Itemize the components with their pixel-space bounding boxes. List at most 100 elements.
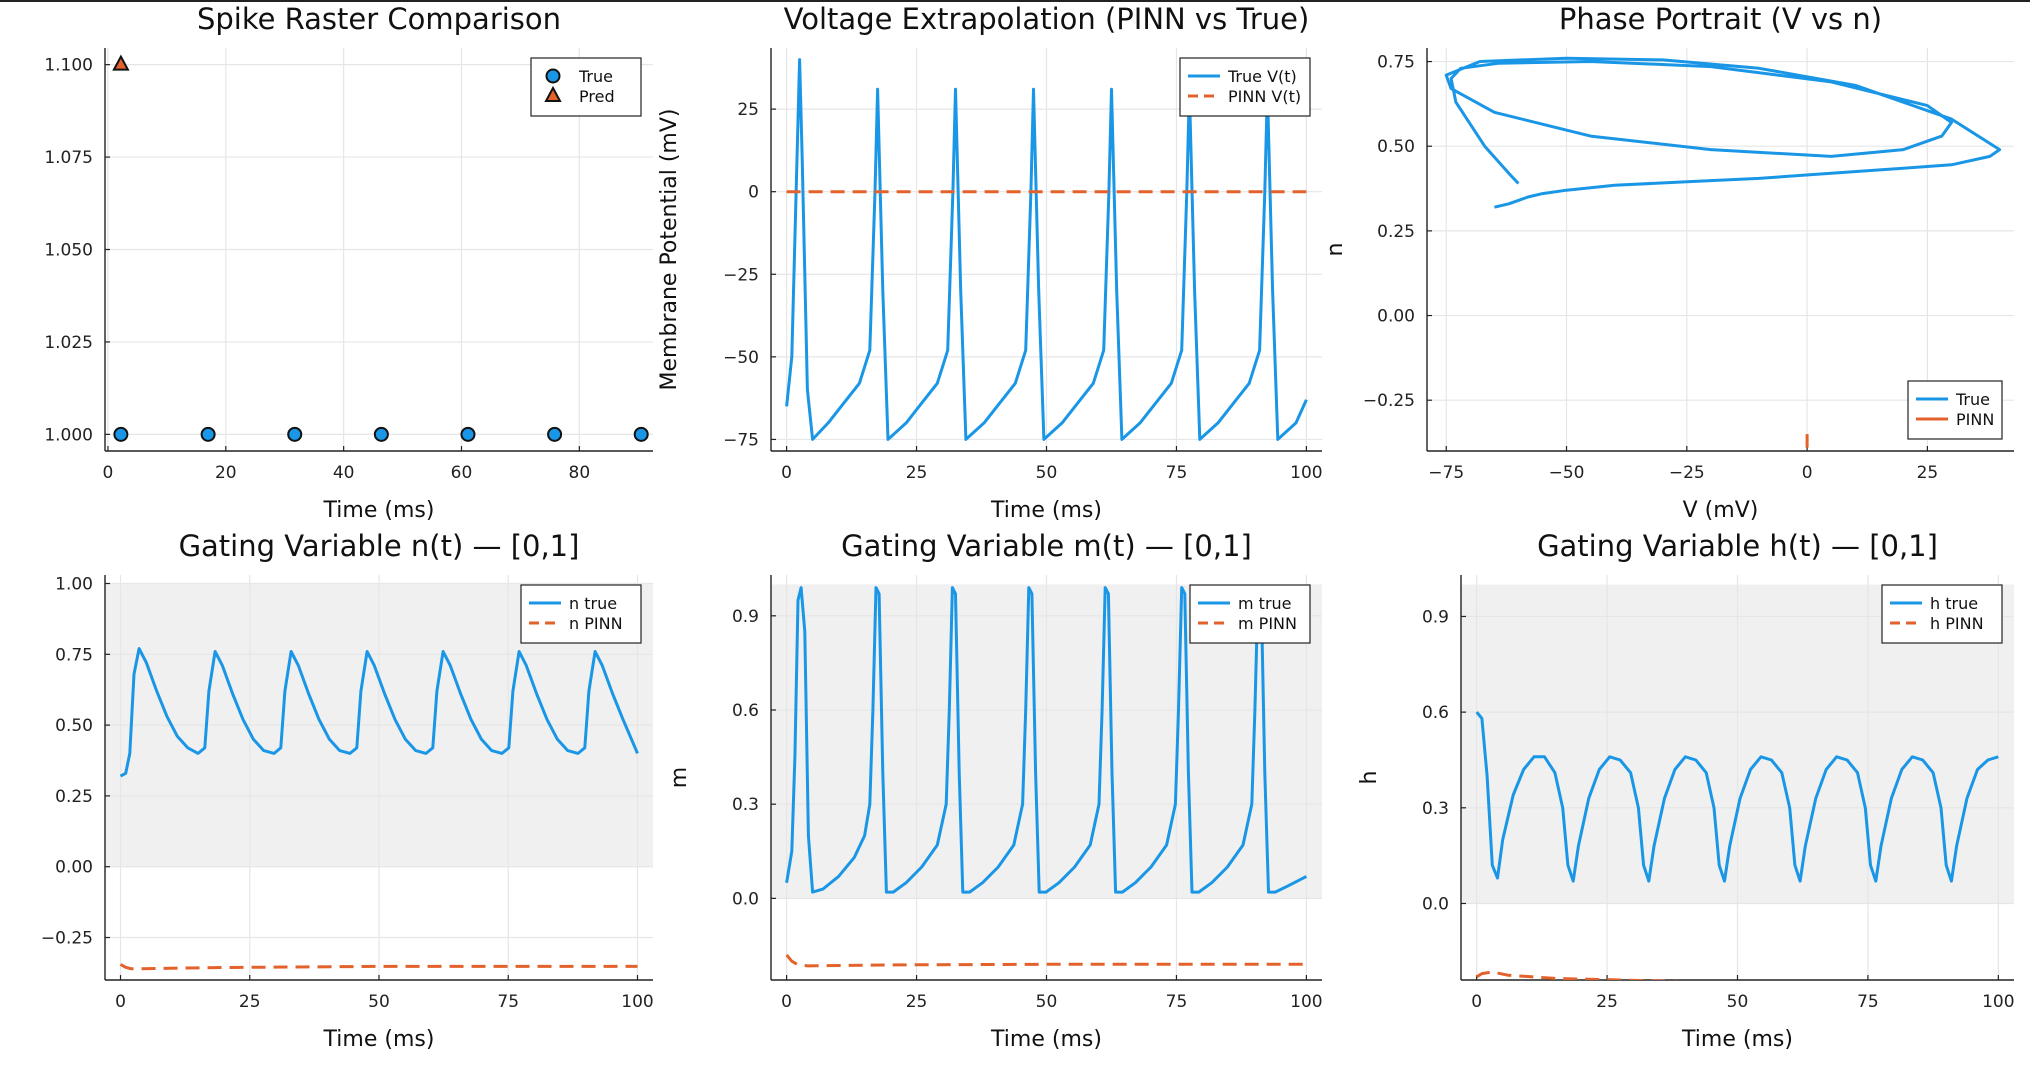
gate_n-legend-label: n true (569, 594, 617, 613)
gate_m-xtick-label: 100 (1290, 992, 1322, 1012)
phase-ytick-label: 0.50 (1377, 137, 1415, 157)
gate_n-series-1-line (119, 963, 638, 971)
gate_m-y-label: m (667, 767, 692, 788)
gate_h-xtick-label: 100 (1982, 992, 2014, 1012)
raster-true-spike-point (200, 426, 216, 442)
gate_n-title: Gating Variable n(t) — [0,1] (179, 529, 580, 563)
phase-legend-label: True (1955, 390, 1990, 409)
phase-xtick-label: −50 (1549, 463, 1585, 483)
gate_m-ytick-label: 0.9 (732, 607, 759, 627)
gate_n-ytick-label: 0.50 (55, 716, 93, 736)
voltage-xtick-label: 0 (781, 463, 792, 483)
gate_h-series-1-line (1475, 970, 1682, 980)
raster-legend-marker (544, 85, 562, 102)
raster-true-spike-point (373, 426, 389, 442)
gate_n-xtick-label: 25 (239, 992, 261, 1012)
voltage-series-0-line (785, 58, 1308, 441)
raster-xtick-label: 0 (103, 463, 114, 483)
phase-ytick-label: 0.00 (1377, 307, 1415, 327)
raster-ytick-label: 1.000 (44, 425, 93, 445)
raster-pred-spike-point (112, 54, 130, 71)
phase-ytick-label: −0.25 (1363, 391, 1415, 411)
gate_h-series-0-line (1475, 711, 1999, 883)
gate_n-ytick-label: 1.00 (55, 574, 93, 594)
gate_m-legend-box (1189, 584, 1311, 644)
voltage-legend-box (1179, 57, 1311, 117)
gate_m-title: Gating Variable m(t) — [0,1] (841, 529, 1252, 563)
gate_h-legend-label: h PINN (1930, 614, 1984, 633)
voltage-xtick-label: 100 (1290, 463, 1322, 483)
phase-series-0-line (1444, 56, 2002, 209)
raster-xtick-label: 20 (215, 463, 237, 483)
gate_h-y-label: h (1357, 771, 1382, 785)
gate_m-legend-label: m true (1238, 594, 1292, 613)
voltage-series-group (785, 58, 1308, 441)
voltage-y-label: Membrane Potential (mV) (657, 109, 682, 391)
voltage-xtick-label: 75 (1166, 463, 1188, 483)
gate_h-ytick-label: 0.6 (1422, 703, 1449, 723)
gate_n-legend-label: n PINN (569, 614, 623, 633)
phase-ytick-label: 0.25 (1377, 222, 1415, 242)
voltage-legend-label: PINN V(t) (1228, 87, 1301, 106)
gate_m-series-0-line (785, 586, 1308, 894)
gate_n-x-label: Time (ms) (323, 1027, 435, 1052)
gate_m-xtick-label: 50 (1036, 992, 1058, 1012)
gate_h-ytick-label: 0.0 (1422, 894, 1449, 914)
phase-xtick-label: 0 (1802, 463, 1813, 483)
voltage-legend-label: True V(t) (1227, 67, 1297, 86)
raster-panel: 0 20 40 60 80 1.000 1.025 1.050 1.075 1.100 Spike … (44, 2, 653, 523)
voltage-title: Voltage Extrapolation (PINN vs True) (784, 2, 1310, 36)
gate_m-series-group (785, 586, 1308, 968)
gate_m-ytick-label: 0.3 (732, 795, 759, 815)
phase-xtick-label: −75 (1428, 463, 1464, 483)
gate_n-xtick-label: 0 (115, 992, 126, 1012)
gate_m-ytick-label: 0.0 (732, 889, 759, 909)
raster-legend-marker (545, 68, 561, 84)
voltage-ytick-label: 25 (737, 100, 759, 120)
gate_h-title: Gating Variable h(t) — [0,1] (1537, 529, 1938, 563)
raster-title: Spike Raster Comparison (197, 2, 561, 36)
gate_m-xtick-label: 75 (1166, 992, 1188, 1012)
phase-title: Phase Portrait (V vs n) (1559, 2, 1882, 36)
voltage-xtick-label: 25 (906, 463, 928, 483)
raster-ytick-label: 1.025 (44, 333, 93, 353)
voltage-panel: 0 25 50 75 100 −75 −50 −25 0 25 Voltage Extrapolat… (657, 2, 1323, 523)
voltage-legend: True V(t)PINN V(t) (1179, 57, 1311, 117)
gate_h-ytick-label: 0.3 (1422, 799, 1449, 819)
phase-ytick-label: 0.75 (1377, 53, 1415, 73)
phase-legend-label: PINN (1956, 410, 1994, 429)
gate_h-x-label: Time (ms) (1681, 1027, 1793, 1052)
gate_n-ytick-label: 0.00 (55, 858, 93, 878)
raster-legend-label: Pred (579, 87, 615, 106)
voltage-x-label: Time (ms) (990, 498, 1102, 523)
phase-panel: −75 −50 −25 0 25 −0.25 0.00 0.25 0.50 0.75 Phase P… (1323, 2, 2014, 523)
gate_n-xtick-label: 100 (621, 992, 653, 1012)
gate_n-ytick-label: −0.25 (41, 929, 93, 949)
raster-xtick-label: 80 (569, 463, 591, 483)
gate_h-xtick-label: 0 (1471, 992, 1482, 1012)
gate_h-ytick-label: 0.9 (1422, 607, 1449, 627)
voltage-ytick-label: −75 (723, 430, 759, 450)
raster-ytick-label: 1.100 (44, 56, 93, 76)
gate_h-legend-box (1881, 584, 2003, 644)
gate_m-panel: 0 25 50 75 100 0.0 0.3 0.6 0.9 Gating Variable m(… (667, 529, 1323, 1052)
raster-true-spike-point (633, 426, 649, 442)
raster-legend-box (530, 57, 642, 117)
phase-x-label: V (mV) (1683, 498, 1759, 523)
gate_n-series-0-line (119, 647, 639, 778)
raster-true-spike-point (287, 426, 303, 442)
phase-xtick-label: 25 (1917, 463, 1939, 483)
phase-legend-box (1907, 380, 2003, 440)
phase-xtick-label: −25 (1669, 463, 1705, 483)
gate_n-panel: 0 25 50 75 100 −0.25 0.00 0.25 0.50 0.75 1.00 Gatin… (41, 529, 654, 1052)
gate_m-ytick-label: 0.6 (732, 701, 759, 721)
gate_n-xtick-label: 75 (497, 992, 519, 1012)
gate_m-xtick-label: 25 (906, 992, 928, 1012)
raster-legend-label: True (578, 67, 613, 86)
